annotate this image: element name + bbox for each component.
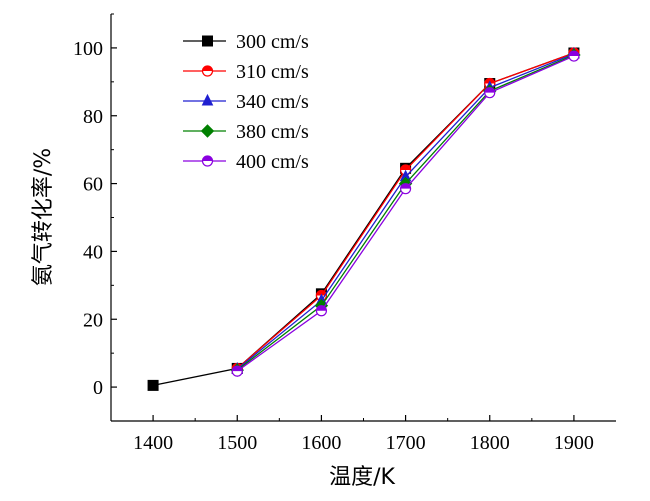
legend-marker bbox=[201, 93, 214, 106]
series-0 bbox=[147, 47, 580, 391]
series-4 bbox=[231, 50, 580, 377]
legend-label: 310 cm/s bbox=[236, 61, 309, 83]
data-point bbox=[484, 87, 496, 99]
y-tick-label: 0 bbox=[93, 377, 103, 399]
data-point bbox=[147, 379, 159, 391]
x-tick-label: 1900 bbox=[554, 432, 594, 454]
series-line bbox=[152, 52, 575, 387]
legend-marker bbox=[201, 65, 214, 77]
legend-label: 300 cm/s bbox=[236, 31, 309, 53]
data-point bbox=[315, 305, 328, 317]
axes: 1400 1500 1600 1700 1800 1900 0 20 40 60 80 100 bbox=[73, 13, 616, 454]
x-tick-label: 1600 bbox=[301, 432, 341, 454]
x-tick-label: 1800 bbox=[470, 432, 510, 454]
legend-label: 400 cm/s bbox=[236, 151, 309, 173]
legend-item: 310 cm/s bbox=[183, 61, 309, 83]
legend-item: 380 cm/s bbox=[183, 121, 309, 143]
legend-label: 380 cm/s bbox=[236, 121, 309, 143]
x-tick-label: 1400 bbox=[133, 432, 173, 454]
legend-item: 340 cm/s bbox=[183, 91, 309, 113]
y-tick-label: 60 bbox=[83, 174, 103, 196]
legend-marker bbox=[200, 124, 215, 138]
y-tick-label: 100 bbox=[73, 38, 103, 60]
legend-item: 300 cm/s bbox=[183, 31, 309, 53]
legend-item: 400 cm/s bbox=[183, 151, 309, 173]
legend: 300 cm/s 310 cm/s 340 cm/s 380 cm/s 400 cm/s bbox=[183, 31, 309, 173]
data-point bbox=[399, 164, 412, 176]
series-layer bbox=[147, 46, 581, 391]
y-tick-label: 20 bbox=[83, 309, 103, 331]
x-tick-label: 1700 bbox=[386, 432, 426, 454]
y-axis-title: 氨气转化率/% bbox=[31, 148, 56, 286]
legend-marker bbox=[202, 35, 213, 47]
x-axis-title: 温度/K bbox=[329, 465, 395, 490]
data-point bbox=[231, 365, 243, 377]
x-tick-label: 1500 bbox=[217, 432, 257, 454]
legend-label: 340 cm/s bbox=[236, 91, 309, 113]
data-point bbox=[399, 183, 412, 195]
y-tick-label: 40 bbox=[83, 241, 103, 263]
data-point bbox=[568, 50, 580, 62]
legend-marker bbox=[201, 155, 214, 167]
y-tick-label: 80 bbox=[83, 106, 103, 128]
